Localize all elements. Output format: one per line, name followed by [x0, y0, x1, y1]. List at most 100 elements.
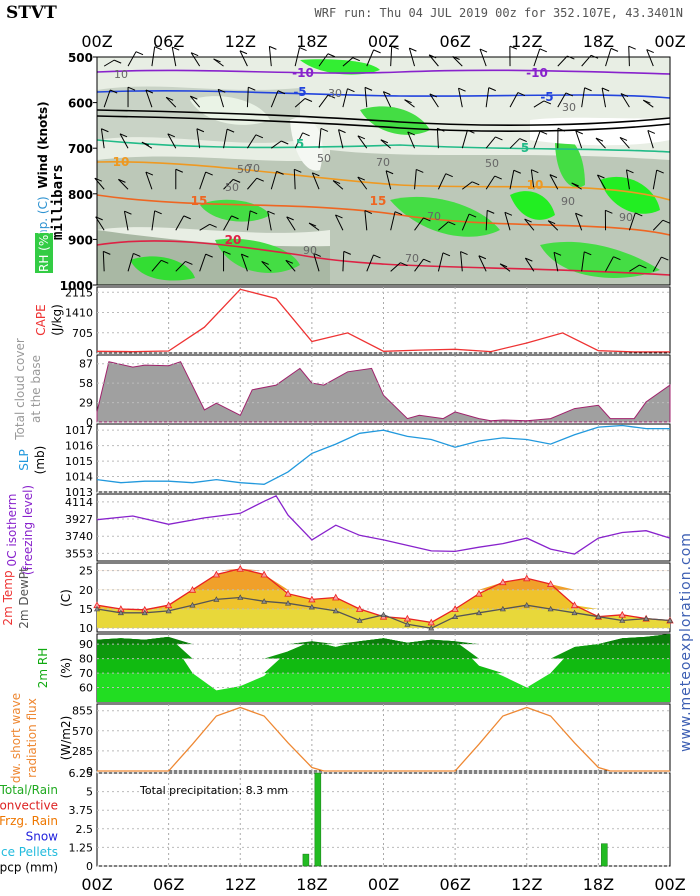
wind-barb	[581, 251, 585, 272]
dewpt-marker	[356, 617, 363, 623]
wind-barb	[102, 251, 105, 272]
time-label: 18Z	[296, 32, 327, 51]
temp-marker	[236, 564, 244, 572]
wind-barb	[509, 170, 515, 190]
wind-barb-flag	[261, 261, 269, 265]
wind-barb	[335, 214, 344, 231]
time-labels-bottom: 00Z 06Z 12Z 18Z 00Z 06Z 12Z 18Z 00Z	[81, 875, 685, 894]
temp-contour-label: 10	[113, 155, 130, 169]
wind-barb-flag	[513, 169, 521, 174]
wind-barb-flag	[185, 261, 193, 265]
dewpt-marker	[643, 615, 650, 621]
wind-barb	[145, 89, 153, 108]
precip-bar	[302, 853, 310, 867]
wind-barb-flag	[113, 59, 122, 64]
wind-barb-flag	[241, 253, 249, 258]
rh-fill	[97, 156, 330, 233]
dewpt-marker	[93, 605, 101, 612]
wind-barb-flag	[646, 49, 654, 54]
wind-barb-flag	[327, 94, 336, 99]
time-label: 00Z	[81, 875, 112, 894]
time-label: 00Z	[368, 32, 399, 51]
wind-barb	[382, 91, 392, 108]
cloud-tick: 58	[79, 377, 93, 390]
slp-tick: 1017	[65, 424, 93, 437]
dewpt-marker	[619, 617, 626, 623]
wind-barb	[461, 213, 470, 231]
rh-fill	[190, 96, 270, 125]
rh-fill	[130, 256, 195, 281]
slp-label: SLP	[17, 449, 31, 471]
rh2m-unit-label: (%)	[59, 658, 73, 679]
wind-barb	[595, 137, 606, 149]
watermark: www.meteoexploration.com	[678, 532, 694, 752]
wind-barb	[366, 254, 374, 272]
rh-fill	[390, 196, 500, 237]
isotherm-line	[96, 115, 671, 133]
cape-tick: 1410	[65, 307, 93, 320]
wind-barb	[151, 259, 162, 272]
wind-barb-flag	[190, 52, 199, 57]
wind-barb-flag	[656, 169, 664, 174]
rh2m-tick: 90	[79, 638, 93, 651]
wind-barb-flag	[557, 127, 566, 132]
slp-tick: 1013	[65, 486, 93, 499]
wind-barb-flag	[662, 219, 671, 224]
wind-barb-flag	[619, 136, 628, 141]
rh-contour-label: 70	[427, 210, 441, 223]
rh-fill	[360, 106, 430, 135]
wind-barb-flag	[145, 89, 154, 94]
rh2m-label: 2m RH	[36, 648, 50, 689]
wind-barb-flag	[407, 131, 415, 136]
wind-barb-flag	[124, 210, 132, 215]
temp-contour-label: 10	[527, 178, 544, 192]
precip-tick: 6.25	[69, 767, 94, 780]
wind-barb-flag	[531, 169, 539, 174]
wind-barb	[601, 87, 607, 108]
temp-marker	[475, 589, 483, 597]
wind-barb-flag	[517, 92, 526, 97]
wind-barb-flag	[218, 88, 226, 93]
rh-contour-label: 50	[317, 152, 331, 165]
precip-tick: 2.5	[76, 823, 94, 836]
wind-barb	[294, 98, 306, 108]
dewpt-marker	[547, 605, 554, 612]
cloud-tick: 0	[86, 416, 93, 429]
wind-barb-flag	[525, 257, 533, 262]
precip-legend-item: Ice Pellets	[0, 845, 58, 859]
wind-barb	[118, 179, 129, 190]
time-label: 00Z	[81, 32, 112, 51]
wind-barb-flag	[543, 100, 552, 105]
wind-barb-flag	[304, 98, 313, 102]
wind-barb	[620, 93, 630, 108]
wind-barb	[509, 138, 521, 149]
wind-barb	[246, 210, 251, 231]
isotherm-line	[96, 139, 671, 153]
wind-barb-flag	[332, 180, 341, 185]
dewpt-marker	[189, 602, 196, 608]
rh2m-band	[97, 634, 670, 645]
wind-barb-flag	[320, 127, 329, 132]
time-label: 06Z	[153, 875, 184, 894]
temp-marker	[523, 574, 531, 582]
wind-barb-flag	[620, 93, 629, 97]
wind-barb-flag	[352, 57, 360, 62]
wind-barb	[547, 220, 559, 231]
wind-barb-flag	[269, 45, 277, 50]
wind-barb	[103, 59, 115, 67]
dewpt-marker	[165, 607, 172, 614]
precip-total: Total precipitation: 8.3 mm	[139, 784, 288, 797]
wind-barb-flag	[255, 134, 264, 139]
wind-barb-flag	[232, 178, 241, 183]
wind-barb	[575, 130, 583, 149]
temp-contour-label: 15	[370, 194, 387, 208]
wind-barb	[145, 171, 153, 190]
wind-barb-flag	[338, 129, 346, 134]
rh-contour-label: 50	[485, 157, 499, 170]
wind-barb-flag	[364, 210, 373, 214]
dewpt-marker	[666, 617, 674, 623]
wind-barb-flag	[504, 211, 513, 216]
rh-label-bg	[35, 233, 53, 273]
